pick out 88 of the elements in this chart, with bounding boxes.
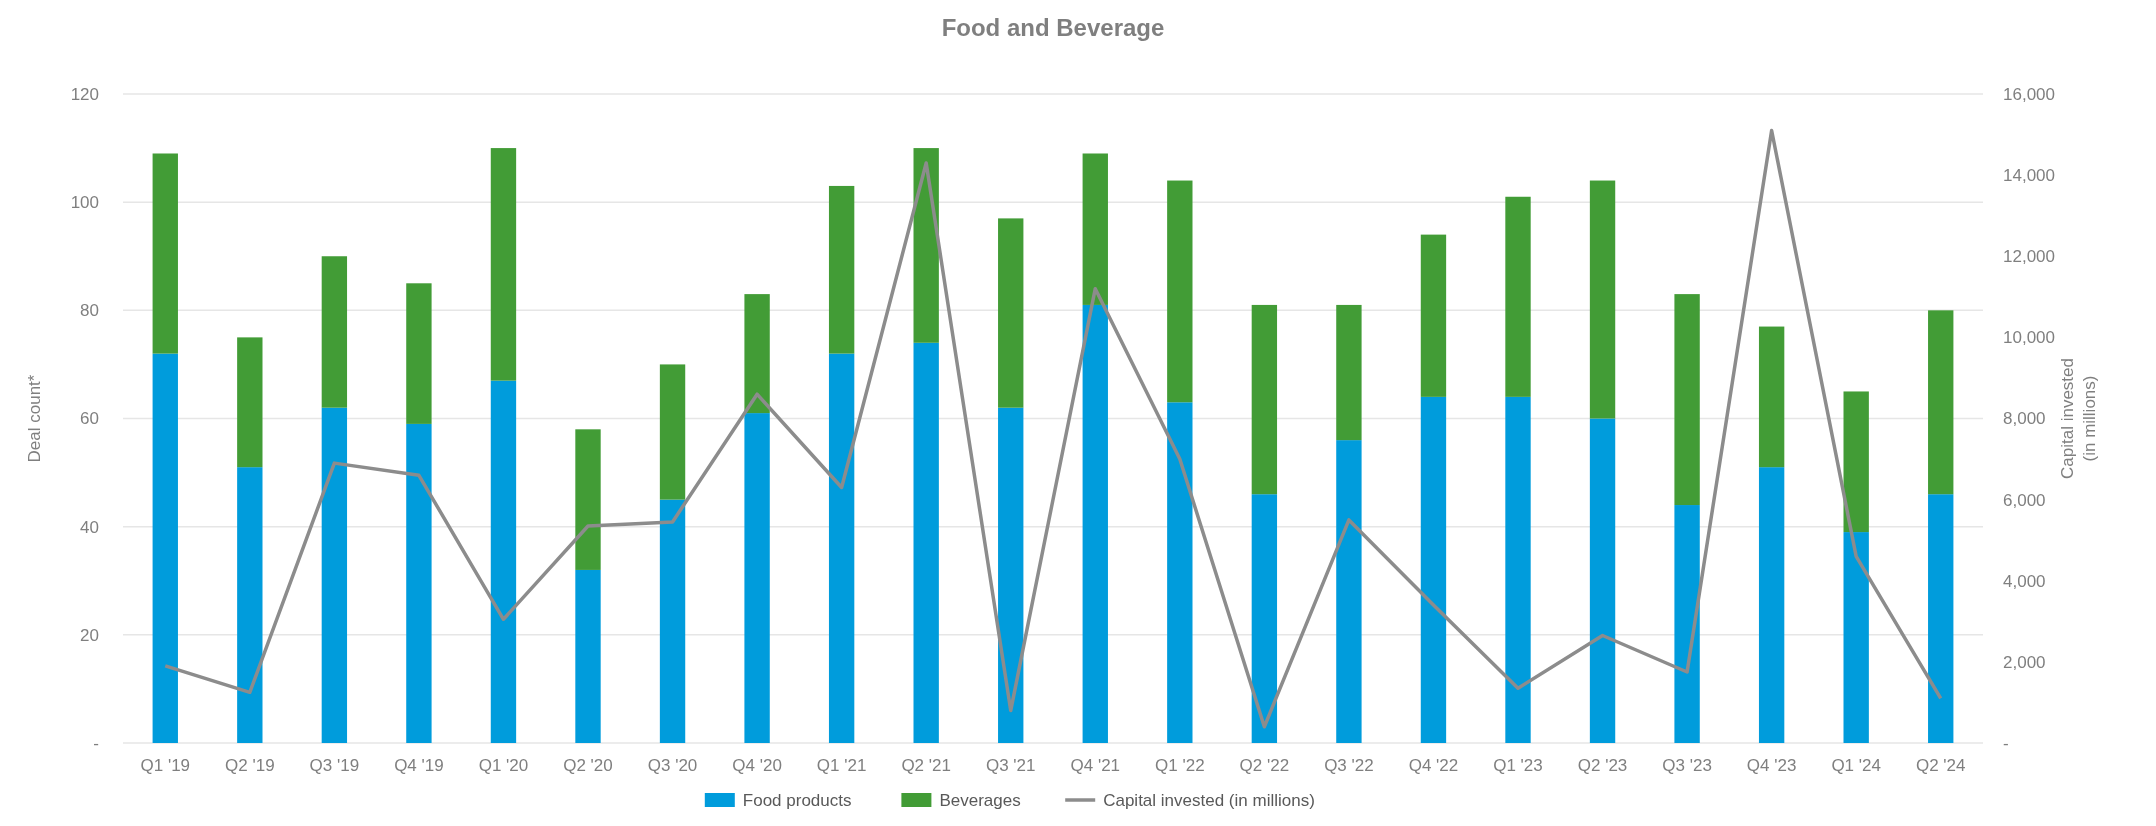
y-tick-label: - [93, 733, 99, 753]
bar [828, 185, 855, 354]
x-tick-label: Q2 '20 [563, 756, 613, 775]
x-tick-label: Q2 '22 [1239, 756, 1290, 775]
x-tick-label: Q2 '21 [901, 756, 951, 775]
y-tick-label: 60 [80, 409, 99, 429]
y-tick-label: 80 [80, 301, 99, 321]
x-tick-label: Q3 '21 [985, 756, 1036, 775]
x-tick-label: Q4 '22 [1408, 756, 1459, 775]
bar [1336, 440, 1362, 743]
bar [1843, 532, 1869, 743]
bar [406, 283, 432, 424]
y-axis-title: Deal count* [25, 374, 44, 463]
bar [575, 569, 601, 743]
x-tick-label: Q4 '19 [394, 756, 444, 775]
y-tick-label: 100 [70, 193, 99, 213]
x-tick-label: Q4 '21 [1070, 756, 1121, 775]
bar [1167, 180, 1193, 403]
bar [659, 499, 686, 743]
x-tick-label: Q1 '21 [816, 756, 867, 775]
bar [1505, 396, 1531, 743]
x-tick-label: Q1 '22 [1155, 756, 1205, 775]
bar [1758, 326, 1785, 468]
x-tick-label: Q4 '20 [732, 756, 782, 775]
bar [1336, 304, 1362, 441]
bar [406, 423, 432, 743]
legend-label: Food products [742, 791, 852, 810]
bar [1251, 304, 1278, 495]
y-tick-label: 40 [80, 517, 99, 537]
y-tick-label: 20 [80, 625, 99, 645]
chart-title: Food and Beverage [941, 14, 1165, 41]
x-tick-label: Q3 '23 [1662, 756, 1712, 775]
bar [659, 364, 686, 500]
x-tick-label: Q4 '23 [1746, 756, 1797, 775]
bar [490, 380, 517, 743]
x-tick-label: Q3 '19 [309, 756, 360, 775]
y2-tick-label: 10,000 [2003, 328, 2055, 348]
y-tick-label: 120 [70, 84, 99, 104]
legend-label: Beverages [939, 791, 1021, 810]
y2-tick-label: 2,000 [2003, 652, 2046, 672]
x-tick-label: Q3 '22 [1324, 756, 1374, 775]
bar [913, 342, 939, 743]
bar [321, 407, 348, 743]
bar [998, 218, 1024, 408]
x-tick-label: Q1 '24 [1831, 756, 1881, 775]
bar [1843, 391, 1869, 533]
bar [152, 353, 178, 743]
bar [1589, 180, 1616, 419]
bar [237, 467, 263, 743]
bar [1420, 234, 1447, 397]
x-tick-label: Q1 '19 [140, 756, 191, 775]
bar [152, 153, 178, 354]
x-tick-label: Q3 '20 [647, 756, 698, 775]
bar [1928, 494, 1954, 743]
x-tick-label: Q1 '20 [478, 756, 529, 775]
bar [1674, 294, 1700, 506]
bar [490, 148, 517, 381]
y2-tick-label: 8,000 [2003, 409, 2046, 429]
line-series [163, 128, 1943, 729]
bar [1589, 418, 1616, 743]
bar [1758, 467, 1785, 743]
bar [321, 256, 348, 408]
bar [237, 337, 263, 468]
bar [1082, 304, 1108, 743]
bar [1420, 396, 1447, 743]
y2-axis-title: Capital invested (in millions) [2058, 358, 2099, 479]
bar [575, 429, 601, 570]
bar [998, 407, 1024, 743]
y2-tick-label: 6,000 [2003, 490, 2046, 510]
y2-tick-label: - [2003, 733, 2009, 753]
bar [828, 353, 855, 743]
bar [744, 413, 770, 743]
x-tick-label: Q2 '23 [1577, 756, 1628, 775]
y2-tick-label: 14,000 [2003, 166, 2055, 186]
legend-label: Capital invested (in millions) [1103, 791, 1315, 810]
y2-tick-label: 16,000 [2003, 84, 2055, 104]
y2-tick-label: 12,000 [2003, 247, 2055, 267]
x-tick-label: Q1 '23 [1493, 756, 1543, 775]
bar [744, 294, 770, 414]
bar [1167, 402, 1193, 743]
bar [1674, 505, 1700, 743]
bar [1082, 153, 1108, 305]
bar [1928, 310, 1954, 495]
bar [1505, 196, 1531, 397]
bar [1251, 494, 1278, 743]
x-tick-label: Q2 '19 [225, 756, 275, 775]
x-tick-label: Q2 '24 [1915, 756, 1966, 775]
y2-tick-label: 4,000 [2003, 571, 2046, 591]
